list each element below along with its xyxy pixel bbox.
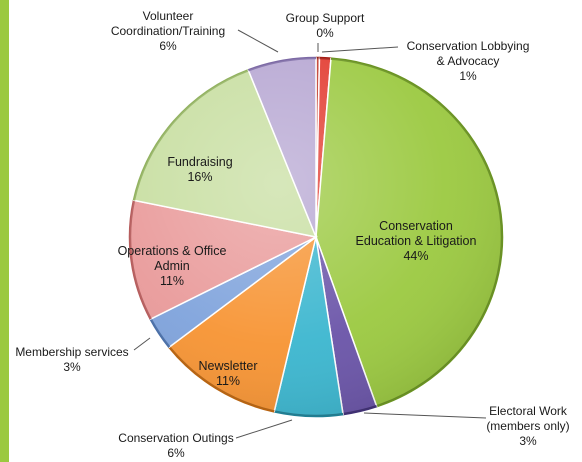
slice-label-line: Electoral Work — [489, 404, 568, 418]
leader-line — [321, 46, 399, 53]
slice-label-line: Admin — [154, 259, 189, 273]
slice-label-line: 44% — [403, 249, 428, 263]
slice-label-line: 16% — [187, 170, 212, 184]
slice-label-line: Education & Litigation — [356, 234, 477, 248]
leader-line — [133, 337, 151, 351]
slice-label: Group Support 0% — [286, 11, 365, 40]
slice-label-line: Newsletter — [198, 359, 257, 373]
slice-label-line: 11% — [216, 374, 240, 388]
slice-label: Conservation Outings 6% — [118, 431, 233, 460]
slice-label-line: Conservation Lobbying — [407, 39, 530, 53]
slice-label-line: (members only) — [486, 419, 569, 433]
slice-label-line: 6% — [167, 446, 185, 460]
leader-lines — [133, 29, 487, 439]
pie-slice-edge — [319, 56, 332, 60]
slice-labels: Group Support 0% Conservation Lobbying & Ad… — [15, 9, 569, 460]
slice-label-line: Conservation Outings — [118, 431, 233, 445]
slice-label: Newsletter 11% — [198, 359, 257, 388]
slice-label: Operations & Office Admin 11% — [118, 244, 227, 288]
slice-label: Electoral Work (members only) 3% — [486, 404, 569, 448]
slice-label: Volunteer Coordination/Training 6% — [111, 9, 225, 53]
slice-label: Membership services 3% — [15, 345, 128, 374]
slice-label: Conservation Education & Litigation 44% — [356, 219, 477, 263]
slice-label-line: 3% — [519, 434, 537, 448]
slice-label-line: & Advocacy — [437, 54, 500, 68]
leader-line — [235, 419, 293, 439]
slice-label-line: 0% — [316, 26, 334, 40]
slice-label-line: Fundraising — [167, 155, 232, 169]
slice-label-line: 1% — [459, 69, 477, 83]
slice-label-line: Operations & Office — [118, 244, 227, 258]
slice-label: Conservation Lobbying & Advocacy 1% — [407, 39, 530, 83]
leader-line — [237, 29, 279, 53]
left-accent-bar — [0, 0, 9, 462]
slice-label-line: Volunteer — [143, 9, 194, 23]
slice-label-line: Group Support — [286, 11, 365, 25]
slice-label-line: Coordination/Training — [111, 24, 225, 38]
slice-label-line: Membership services — [15, 345, 128, 359]
slice-label: Fundraising 16% — [167, 155, 232, 184]
slice-label-line: 11% — [160, 274, 184, 288]
leader-line — [363, 412, 487, 419]
slice-label-line: 3% — [63, 360, 81, 374]
slice-label-line: 6% — [159, 39, 177, 53]
slice-label-line: Conservation — [379, 219, 453, 233]
